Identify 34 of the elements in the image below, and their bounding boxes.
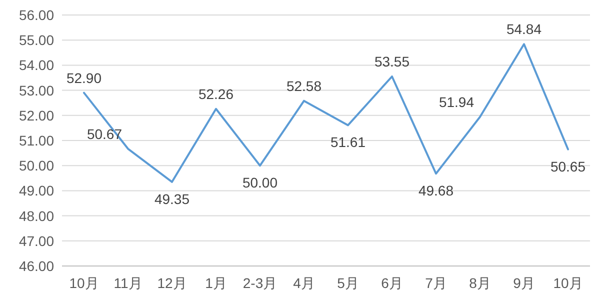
y-tick-label: 49.00 (18, 182, 54, 199)
x-tick-label: 2-3月 (242, 275, 278, 291)
x-tick-label: 9月 (513, 275, 535, 291)
x-tick-label: 1月 (205, 275, 227, 291)
y-tick-label: 54.00 (18, 57, 54, 74)
x-tick-label: 10月 (553, 275, 583, 291)
x-tick-label: 12月 (157, 275, 187, 291)
x-tick-label: 10月 (69, 275, 99, 291)
y-tick-label: 50.00 (18, 158, 54, 174)
x-tick-label: 5月 (337, 275, 359, 291)
y-tick-label: 56.00 (18, 7, 54, 23)
x-tick-label: 11月 (114, 275, 142, 291)
y-tick-label: 55.00 (18, 32, 54, 48)
data-label: 52.90 (66, 70, 102, 86)
x-tick-label: 8月 (469, 275, 491, 291)
y-tick-label: 47.00 (18, 232, 54, 249)
data-label: 50.00 (242, 174, 278, 191)
x-tick-label: 4月 (293, 275, 315, 291)
data-label: 50.65 (550, 158, 586, 174)
x-tick-label: 7月 (425, 275, 447, 291)
data-label: 52.26 (198, 86, 234, 102)
data-label: 49.35 (154, 190, 190, 207)
y-tick-label: 53.00 (18, 82, 54, 98)
data-label: 53.55 (374, 53, 410, 70)
data-label: 54.84 (506, 21, 542, 38)
data-label: 51.94 (438, 94, 474, 110)
y-tick-label: 52.00 (18, 107, 54, 124)
data-label: 49.68 (418, 182, 454, 199)
y-tick-label: 51.00 (18, 132, 54, 148)
y-tick-label: 46.00 (18, 258, 54, 274)
y-tick-label: 48.00 (18, 208, 54, 224)
data-label: 51.61 (330, 134, 366, 150)
x-tick-label: 6月 (381, 275, 403, 291)
data-label: 52.58 (286, 78, 322, 94)
